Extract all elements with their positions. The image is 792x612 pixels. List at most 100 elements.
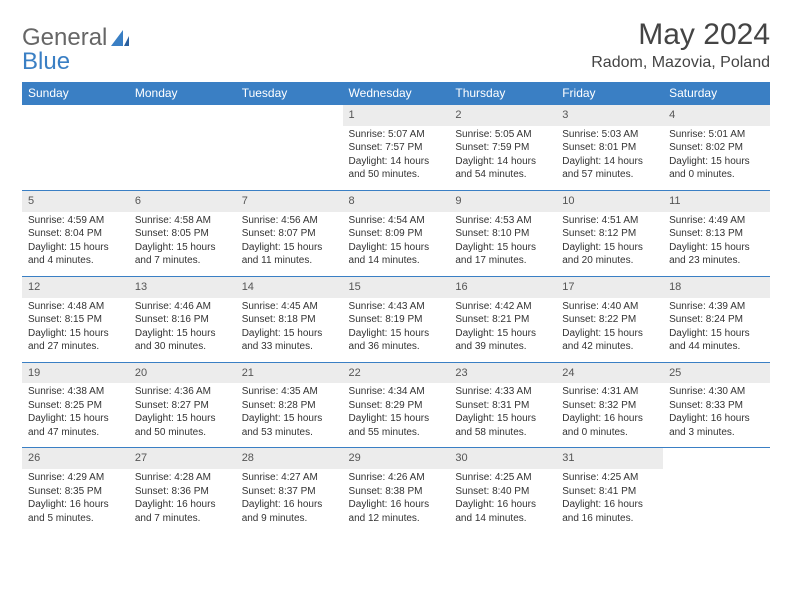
daylight-text: Daylight: 15 hours and 39 minutes.: [455, 327, 550, 354]
day-content: Sunrise: 4:45 AMSunset: 8:18 PMDaylight:…: [236, 298, 343, 362]
day-content: Sunrise: 5:05 AMSunset: 7:59 PMDaylight:…: [449, 126, 556, 190]
day-content: Sunrise: 4:42 AMSunset: 8:21 PMDaylight:…: [449, 298, 556, 362]
day-content: Sunrise: 4:43 AMSunset: 8:19 PMDaylight:…: [343, 298, 450, 362]
sunrise-text: Sunrise: 4:53 AM: [455, 214, 550, 228]
day-content: Sunrise: 4:31 AMSunset: 8:32 PMDaylight:…: [556, 383, 663, 447]
day-number: 16: [449, 276, 556, 298]
calendar-cell: 13Sunrise: 4:46 AMSunset: 8:16 PMDayligh…: [129, 276, 236, 362]
calendar-cell: 20Sunrise: 4:36 AMSunset: 8:27 PMDayligh…: [129, 362, 236, 448]
calendar-cell: 21Sunrise: 4:35 AMSunset: 8:28 PMDayligh…: [236, 362, 343, 448]
day-content: Sunrise: 4:29 AMSunset: 8:35 PMDaylight:…: [22, 469, 129, 533]
day-content: Sunrise: 4:38 AMSunset: 8:25 PMDaylight:…: [22, 383, 129, 447]
calendar-cell: 2Sunrise: 5:05 AMSunset: 7:59 PMDaylight…: [449, 104, 556, 190]
daylight-text: Daylight: 14 hours and 50 minutes.: [349, 155, 444, 182]
day-number: 5: [22, 190, 129, 212]
calendar-cell: 26Sunrise: 4:29 AMSunset: 8:35 PMDayligh…: [22, 447, 129, 533]
sunset-text: Sunset: 8:22 PM: [562, 313, 657, 327]
day-number: 9: [449, 190, 556, 212]
day-number: 3: [556, 104, 663, 126]
sunset-text: Sunset: 8:19 PM: [349, 313, 444, 327]
daylight-text: Daylight: 15 hours and 33 minutes.: [242, 327, 337, 354]
sunset-text: Sunset: 8:21 PM: [455, 313, 550, 327]
day-content: Sunrise: 5:03 AMSunset: 8:01 PMDaylight:…: [556, 126, 663, 190]
sunrise-text: Sunrise: 4:39 AM: [669, 300, 764, 314]
calendar-week-row: 19Sunrise: 4:38 AMSunset: 8:25 PMDayligh…: [22, 362, 770, 448]
day-content: Sunrise: 4:58 AMSunset: 8:05 PMDaylight:…: [129, 212, 236, 276]
day-content: Sunrise: 4:39 AMSunset: 8:24 PMDaylight:…: [663, 298, 770, 362]
sunrise-text: Sunrise: 4:59 AM: [28, 214, 123, 228]
sunrise-text: Sunrise: 4:25 AM: [455, 471, 550, 485]
day-number: 15: [343, 276, 450, 298]
daylight-text: Daylight: 15 hours and 11 minutes.: [242, 241, 337, 268]
day-content: Sunrise: 4:36 AMSunset: 8:27 PMDaylight:…: [129, 383, 236, 447]
calendar-cell: 5 Sunrise: 4:59 AMSunset: 8:04 PMDaylight…: [22, 190, 129, 276]
sunset-text: Sunset: 8:04 PM: [28, 227, 123, 241]
day-content: Sunrise: 5:07 AMSunset: 7:57 PMDaylight:…: [343, 126, 450, 190]
sunrise-text: Sunrise: 4:58 AM: [135, 214, 230, 228]
calendar-cell: [129, 104, 236, 190]
sunrise-text: Sunrise: 4:51 AM: [562, 214, 657, 228]
daylight-text: Daylight: 15 hours and 7 minutes.: [135, 241, 230, 268]
day-number: 4: [663, 104, 770, 126]
sunset-text: Sunset: 8:16 PM: [135, 313, 230, 327]
sunset-text: Sunset: 8:35 PM: [28, 485, 123, 499]
daylight-text: Daylight: 16 hours and 0 minutes.: [562, 412, 657, 439]
day-number: 21: [236, 362, 343, 384]
sunset-text: Sunset: 8:13 PM: [669, 227, 764, 241]
daylight-text: Daylight: 15 hours and 30 minutes.: [135, 327, 230, 354]
day-content: Sunrise: 4:49 AMSunset: 8:13 PMDaylight:…: [663, 212, 770, 276]
month-title: May 2024: [591, 18, 770, 52]
calendar-cell: [22, 104, 129, 190]
sunset-text: Sunset: 8:12 PM: [562, 227, 657, 241]
sunset-text: Sunset: 8:24 PM: [669, 313, 764, 327]
calendar-cell: 19Sunrise: 4:38 AMSunset: 8:25 PMDayligh…: [22, 362, 129, 448]
sunset-text: Sunset: 8:32 PM: [562, 399, 657, 413]
sunset-text: Sunset: 8:07 PM: [242, 227, 337, 241]
sunrise-text: Sunrise: 4:26 AM: [349, 471, 444, 485]
daylight-text: Daylight: 16 hours and 7 minutes.: [135, 498, 230, 525]
calendar-cell: 10Sunrise: 4:51 AMSunset: 8:12 PMDayligh…: [556, 190, 663, 276]
daylight-text: Daylight: 16 hours and 3 minutes.: [669, 412, 764, 439]
sunrise-text: Sunrise: 4:54 AM: [349, 214, 444, 228]
calendar-cell: 14Sunrise: 4:45 AMSunset: 8:18 PMDayligh…: [236, 276, 343, 362]
day-content: Sunrise: 4:51 AMSunset: 8:12 PMDaylight:…: [556, 212, 663, 276]
daylight-text: Daylight: 15 hours and 4 minutes.: [28, 241, 123, 268]
calendar-cell: 15Sunrise: 4:43 AMSunset: 8:19 PMDayligh…: [343, 276, 450, 362]
sunset-text: Sunset: 8:15 PM: [28, 313, 123, 327]
daylight-text: Daylight: 15 hours and 44 minutes.: [669, 327, 764, 354]
calendar-cell: 30Sunrise: 4:25 AMSunset: 8:40 PMDayligh…: [449, 447, 556, 533]
day-content: Sunrise: 4:25 AMSunset: 8:41 PMDaylight:…: [556, 469, 663, 533]
daylight-text: Daylight: 16 hours and 16 minutes.: [562, 498, 657, 525]
calendar-week-row: 12Sunrise: 4:48 AMSunset: 8:15 PMDayligh…: [22, 276, 770, 362]
daylight-text: Daylight: 15 hours and 17 minutes.: [455, 241, 550, 268]
sunrise-text: Sunrise: 4:33 AM: [455, 385, 550, 399]
day-number: 13: [129, 276, 236, 298]
day-number: 12: [22, 276, 129, 298]
day-number: 10: [556, 190, 663, 212]
sunrise-text: Sunrise: 4:25 AM: [562, 471, 657, 485]
calendar-cell: 9Sunrise: 4:53 AMSunset: 8:10 PMDaylight…: [449, 190, 556, 276]
day-number: 31: [556, 447, 663, 469]
day-content-empty: [236, 126, 343, 184]
sunrise-text: Sunrise: 5:01 AM: [669, 128, 764, 142]
daylight-text: Daylight: 16 hours and 14 minutes.: [455, 498, 550, 525]
daylight-text: Daylight: 15 hours and 47 minutes.: [28, 412, 123, 439]
sunrise-text: Sunrise: 5:03 AM: [562, 128, 657, 142]
day-content: Sunrise: 4:56 AMSunset: 8:07 PMDaylight:…: [236, 212, 343, 276]
sunset-text: Sunset: 8:05 PM: [135, 227, 230, 241]
day-content: Sunrise: 4:48 AMSunset: 8:15 PMDaylight:…: [22, 298, 129, 362]
daylight-text: Daylight: 15 hours and 27 minutes.: [28, 327, 123, 354]
day-content: Sunrise: 4:25 AMSunset: 8:40 PMDaylight:…: [449, 469, 556, 533]
calendar-cell: 12Sunrise: 4:48 AMSunset: 8:15 PMDayligh…: [22, 276, 129, 362]
day-number-empty: [22, 104, 129, 126]
day-number-empty: [236, 104, 343, 126]
daylight-text: Daylight: 14 hours and 57 minutes.: [562, 155, 657, 182]
day-content-empty: [129, 126, 236, 184]
day-number-empty: [663, 447, 770, 469]
daylight-text: Daylight: 15 hours and 20 minutes.: [562, 241, 657, 268]
sunrise-text: Sunrise: 4:49 AM: [669, 214, 764, 228]
day-content: Sunrise: 4:53 AMSunset: 8:10 PMDaylight:…: [449, 212, 556, 276]
daylight-text: Daylight: 15 hours and 58 minutes.: [455, 412, 550, 439]
sunrise-text: Sunrise: 4:27 AM: [242, 471, 337, 485]
daylight-text: Daylight: 15 hours and 50 minutes.: [135, 412, 230, 439]
